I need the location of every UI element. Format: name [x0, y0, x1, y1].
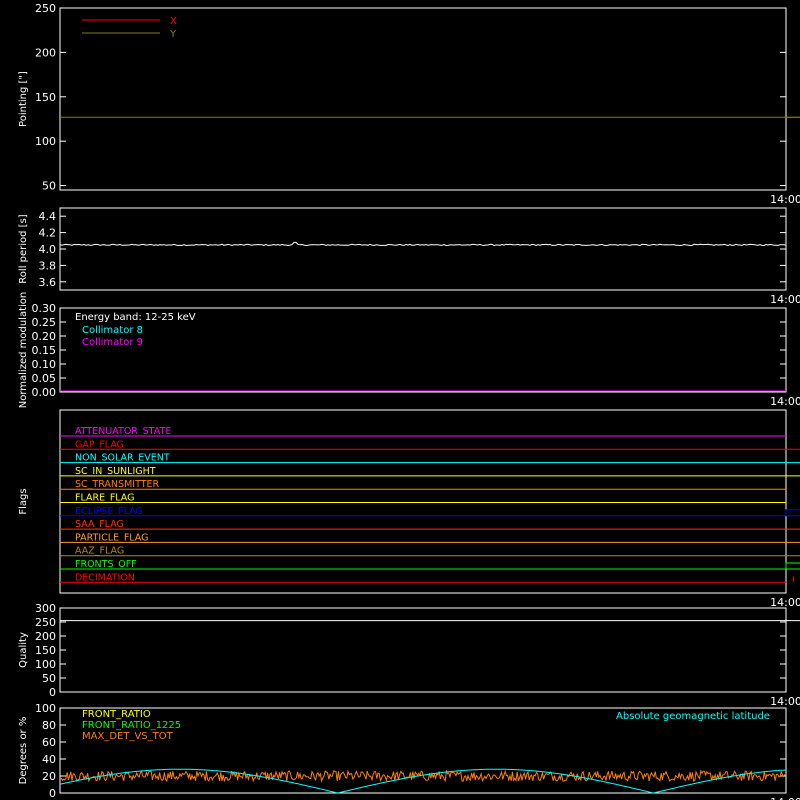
- y-tick-label: 50: [42, 672, 56, 685]
- flag-line: [60, 528, 800, 530]
- y-axis-label: Normalized modulation: [18, 292, 29, 409]
- x-tick-label: 14:00: [770, 193, 800, 206]
- flag-line: [60, 462, 800, 464]
- flag-label: PARTICLE_FLAG: [75, 532, 148, 543]
- flag-label: GAP_FLAG: [75, 439, 124, 450]
- flag-line: [60, 555, 800, 557]
- y-tick-label: 200: [35, 46, 56, 59]
- y-tick-label: 100: [35, 702, 56, 715]
- x-tick-label: 14:00: [770, 293, 800, 306]
- panel-frame: [59, 409, 787, 594]
- panel-frame: [59, 207, 787, 291]
- y-axis-label: Degrees or %: [18, 717, 29, 785]
- flag-label: SC_TRANSMITTER: [75, 479, 160, 490]
- flag-label: AAZ_FLAG: [75, 546, 124, 557]
- y-tick-label: 250: [35, 2, 56, 15]
- y-axis-label: Quality: [18, 632, 29, 668]
- flag-label: FRONTS_OFF: [75, 559, 137, 570]
- flag-line: [60, 509, 800, 517]
- legend-label: Collimator 8: [82, 325, 143, 336]
- y-tick-label: 4.4: [39, 210, 57, 223]
- y-tick-label: 0.05: [32, 372, 57, 385]
- flag-line: [60, 562, 800, 570]
- flag-label: SC_IN_SUNLIGHT: [75, 466, 156, 477]
- y-tick-label: 0.20: [32, 330, 57, 343]
- flag-label: DECIMATION: [75, 572, 135, 583]
- flag-label: NON_SOLAR_EVENT: [75, 453, 170, 464]
- y-tick-label: 250: [35, 616, 56, 629]
- y-axis-label: Pointing ["]: [18, 71, 29, 127]
- y-tick-label: 60: [42, 736, 56, 749]
- y-tick-label: 0: [49, 686, 56, 699]
- y-tick-label: 0.25: [32, 316, 57, 329]
- flag-line: [60, 448, 800, 450]
- y-tick-label: 100: [35, 135, 56, 148]
- y-tick-label: 0: [49, 787, 56, 800]
- x-tick-label: 14:00: [770, 796, 800, 800]
- y-tick-label: 300: [35, 602, 56, 615]
- x-tick-label: 13:45: [799, 596, 800, 609]
- legend-title: Energy band: 12-25 keV: [75, 312, 196, 323]
- y-tick-label: 4.2: [39, 227, 57, 240]
- flag-line: [60, 475, 800, 477]
- y-axis-label: Flags: [18, 488, 29, 514]
- x-tick-label: 14:00: [770, 596, 800, 609]
- series-line-latitude: [59, 768, 787, 794]
- y-tick-label: 4.0: [39, 243, 57, 256]
- y-tick-label: 200: [35, 630, 56, 643]
- y-tick-label: 80: [42, 719, 56, 732]
- y-tick-label: 100: [35, 658, 56, 671]
- y-tick-label: 0.15: [32, 344, 57, 357]
- x-tick-label: 13:45: [799, 395, 800, 408]
- y-tick-label: 0.00: [32, 386, 57, 399]
- legend-label: FRONT_RATIO: [82, 709, 151, 720]
- y-tick-label: 20: [42, 770, 56, 783]
- flag-line: [60, 541, 800, 543]
- y-tick-label: 0.30: [32, 302, 57, 315]
- flag-label: FLARE_FLAG: [75, 493, 135, 504]
- legend-label: Y: [169, 29, 177, 40]
- x-tick-label: 13:45: [799, 193, 800, 206]
- flag-label: ATTENUATOR_STATE: [75, 426, 171, 437]
- y-tick-label: 150: [35, 91, 56, 104]
- flag-label: SAA_FLAG: [75, 519, 124, 530]
- panel-frame: [59, 707, 787, 794]
- y-tick-label: 3.6: [39, 276, 57, 289]
- series-line-max-det-vs-tot: [59, 769, 786, 783]
- annotation-label: Absolute geomagnetic latitude: [616, 711, 770, 722]
- panel-frame: [59, 7, 787, 191]
- legend-label: Collimator 9: [82, 337, 143, 348]
- legend-label: MAX_DET_VS_TOT: [82, 731, 174, 742]
- series-line-quality: [60, 620, 800, 622]
- y-tick-label: 40: [42, 753, 56, 766]
- legend-label: X: [170, 16, 177, 27]
- x-tick-label: 14:00: [770, 695, 800, 708]
- x-tick-label: 13:45: [799, 293, 800, 306]
- x-tick-label: 14:00: [770, 395, 800, 408]
- y-tick-label: 3.8: [39, 259, 57, 272]
- y-tick-label: 50: [42, 180, 56, 193]
- legend-label: FRONT_RATIO_1225: [82, 720, 181, 731]
- y-axis-label: Roll period [s]: [18, 214, 29, 283]
- series-line-roll-period: [59, 241, 787, 247]
- y-tick-label: 0.10: [32, 358, 57, 371]
- x-tick-label: 13:45: [799, 796, 800, 800]
- y-tick-label: 150: [35, 644, 56, 657]
- flag-label: ECLIPSE_FLAG: [75, 506, 143, 517]
- x-tick-label: 13:45: [799, 695, 800, 708]
